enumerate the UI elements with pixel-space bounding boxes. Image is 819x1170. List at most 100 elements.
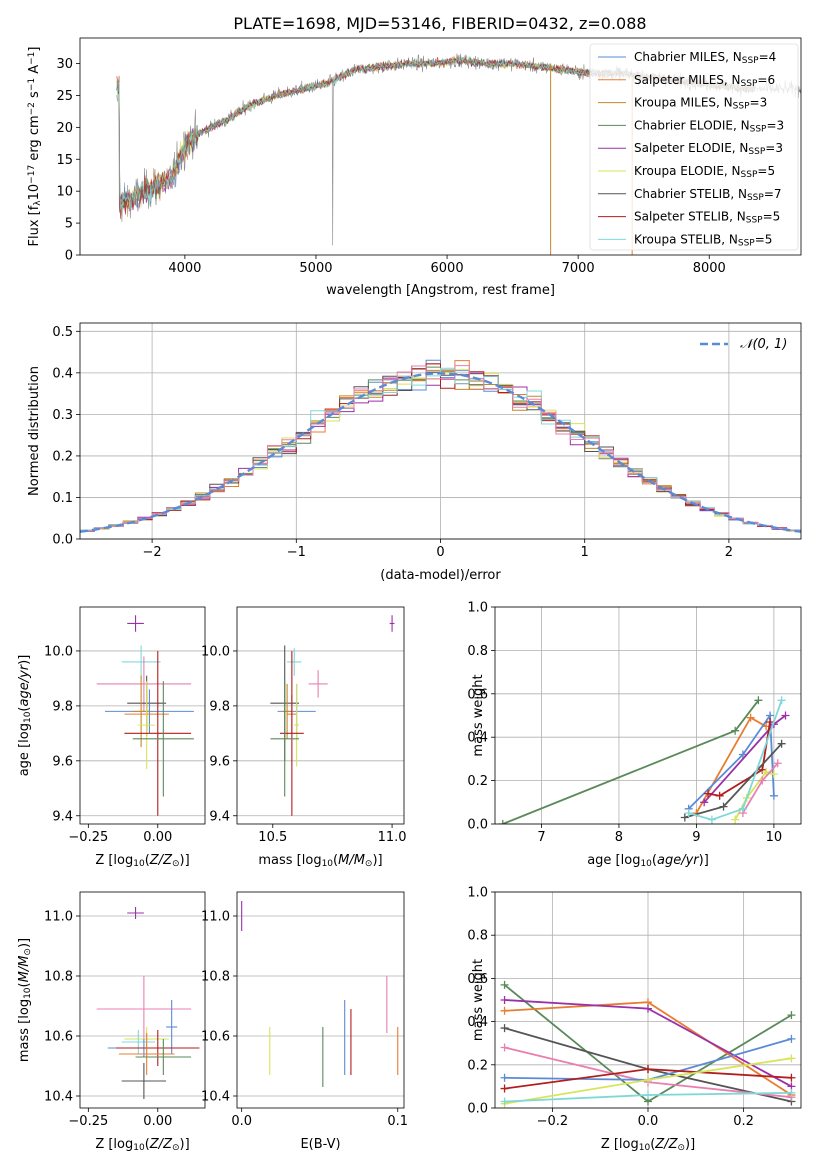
data-point xyxy=(308,670,328,698)
x-axis-label: Z [log10(Z/Z⊙)] xyxy=(601,1137,695,1153)
data-point xyxy=(116,1030,200,1066)
data-point xyxy=(118,1033,175,1075)
label-part: ( xyxy=(333,853,338,868)
error-bars xyxy=(96,907,200,1099)
y-tick-label: 10.6 xyxy=(44,1030,73,1045)
legend-entry: Kroupa MILES, NSSP=3 xyxy=(634,96,767,112)
label-part: SSP xyxy=(750,125,767,135)
series-marker xyxy=(680,813,689,822)
label-part: =5 xyxy=(755,232,773,246)
data-point xyxy=(124,650,192,816)
series-marker xyxy=(746,713,755,722)
legend-entry: Salpeter ELODIE, NSSP=3 xyxy=(634,141,783,157)
label-part: age [log xyxy=(587,853,640,868)
x-tick-label: 8 xyxy=(615,830,623,845)
label-part: 10 xyxy=(27,184,42,201)
label-part: ( xyxy=(17,707,32,712)
y-tick-label: 9.4 xyxy=(52,809,73,824)
label-part: age/yr xyxy=(17,663,32,706)
y-tick-label: 9.8 xyxy=(52,699,73,714)
label-part: ⊙ xyxy=(23,948,33,956)
label-part: ⊙ xyxy=(172,859,180,869)
series-marker xyxy=(787,1011,796,1020)
x-tick-label: 10 xyxy=(766,830,783,845)
label-part: =5 xyxy=(757,164,775,178)
series-marker xyxy=(715,791,724,800)
legend-entry: Chabrier ELODIE, NSSP=3 xyxy=(634,118,784,134)
label-part: )] xyxy=(699,853,709,868)
data-point xyxy=(121,1030,155,1054)
label-part: M/M xyxy=(338,853,365,868)
y-axis-label: mass weight xyxy=(471,959,486,1041)
data-point xyxy=(282,683,292,739)
y-tick-label: 11.0 xyxy=(44,910,73,925)
y-axis-label: mass [log10(M/M⊙)] xyxy=(17,938,33,1062)
label-part: )] xyxy=(17,655,32,665)
series-marker xyxy=(787,1073,796,1082)
label-part: SSP xyxy=(746,216,763,226)
series-marker xyxy=(500,996,509,1004)
x-tick-label: −0.25 xyxy=(68,830,108,845)
x-tick-label: 0.0 xyxy=(638,1114,659,1129)
label-part: erg cm xyxy=(27,115,42,164)
series-line xyxy=(688,712,775,810)
y-tick-label: 10.4 xyxy=(44,1090,73,1105)
label-part: −1 xyxy=(27,78,37,91)
y-tick-label: 1.0 xyxy=(467,886,488,901)
series-marker xyxy=(500,1073,509,1082)
y-tick-label: 0.0 xyxy=(467,1102,488,1117)
label-part: SSP xyxy=(747,193,764,203)
y-tick-label: 0.5 xyxy=(52,325,73,340)
series-marker xyxy=(644,1065,652,1074)
y-tick-label: 9.8 xyxy=(209,699,230,714)
y-axis-label: mass weight xyxy=(471,674,486,756)
label-part: Z [log xyxy=(95,1137,133,1152)
y-tick-label: 0.2 xyxy=(52,449,73,464)
series-marker xyxy=(500,1097,509,1106)
label-part: M/M xyxy=(17,956,32,983)
x-axis-label: age [log10(age/yr)] xyxy=(587,853,709,869)
legend-entry: Chabrier STELIB, NSSP=7 xyxy=(634,187,782,203)
data-point xyxy=(127,615,144,632)
y-tick-label: 10.8 xyxy=(44,970,73,985)
axes-frame xyxy=(494,606,802,825)
series-marker xyxy=(738,750,747,759)
series-marker xyxy=(766,718,775,727)
y-tick-label: 0.4 xyxy=(467,731,488,746)
legend-entry: Kroupa ELODIE, NSSP=5 xyxy=(634,164,775,180)
data-point xyxy=(279,650,304,816)
x-axis-label: Z [log10(Z/Z⊙)] xyxy=(95,853,189,869)
x-tick-label: −1 xyxy=(287,545,306,560)
label-part: SSP xyxy=(748,147,765,157)
series-marker xyxy=(684,809,693,818)
figure-title: PLATE=1698, MJD=53146, FIBERID=0432, z=0… xyxy=(233,14,646,33)
x-tick-label: 5000 xyxy=(299,261,332,276)
legend-entry: Chabrier MILES, NSSP=4 xyxy=(634,50,776,66)
label-part: =3 xyxy=(765,141,783,155)
series-marker xyxy=(644,1075,652,1084)
series-marker xyxy=(500,1043,509,1052)
y-tick-label: 10.8 xyxy=(201,970,230,985)
y-tick-label: 0.2 xyxy=(467,1058,488,1073)
label-part: mass [log xyxy=(17,999,32,1062)
data-point xyxy=(389,615,395,632)
label-part: 10 xyxy=(133,1143,145,1153)
label-part: λ xyxy=(33,200,43,206)
label-part: )] xyxy=(180,1137,190,1152)
massweight-vs-z-panel: −0.2 0.0 0.2 0.0 0.2 0.4 0.6 0.8 1.0 Z [log10(Z/Z… xyxy=(467,886,802,1153)
x-tick-label: 2 xyxy=(725,545,733,560)
label-part: ( xyxy=(145,853,150,868)
y-tick-label: 0.6 xyxy=(467,687,488,702)
axes-frame xyxy=(79,322,802,540)
legend-entry: Salpeter STELIB, NSSP=5 xyxy=(634,210,780,226)
y-axis-label: Flux [fλ10−17 erg cm−2 s−1 A−1] xyxy=(27,47,43,247)
y-tick-label: 25 xyxy=(56,89,73,104)
label-part: s xyxy=(27,91,42,102)
series-marker xyxy=(500,980,509,989)
label-part: =3 xyxy=(766,118,784,132)
legend-box xyxy=(589,43,799,251)
data-point xyxy=(127,907,144,919)
series-marker xyxy=(644,1004,652,1013)
series-marker xyxy=(787,1088,796,1097)
